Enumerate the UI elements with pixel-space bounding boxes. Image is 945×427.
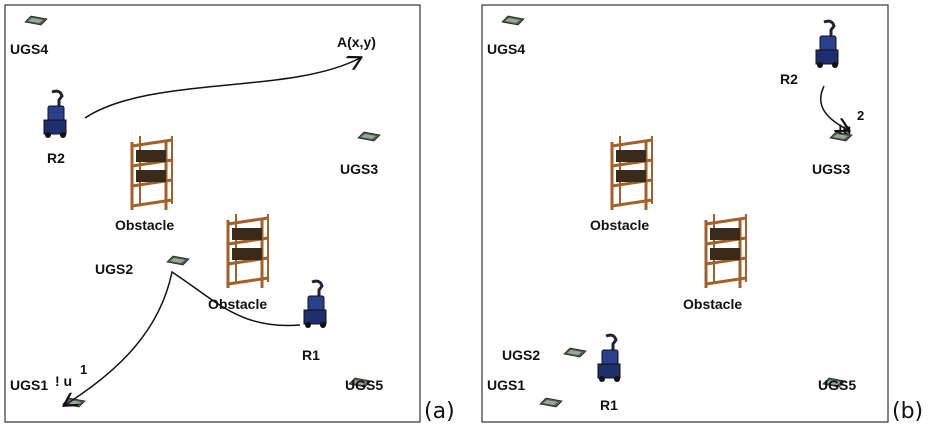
obstacle-label: Obstacle (115, 217, 174, 233)
path-arrow (65, 270, 301, 405)
sensor-label: UGS5 (345, 377, 383, 393)
obstacle-label: Obstacle (208, 296, 267, 312)
sensor-label: UGS2 (502, 347, 540, 363)
caption: (a) (424, 399, 455, 424)
velocity-symbol: !u (838, 121, 851, 137)
sensor-label: UGS3 (340, 161, 378, 177)
sensor-label: UGS4 (10, 41, 48, 57)
sensor-label: UGS1 (10, 377, 48, 393)
path-arrow (84, 58, 360, 119)
obstacle-label: Obstacle (683, 296, 742, 312)
path-arrow (819, 85, 848, 130)
sensor-label: UGS4 (487, 41, 525, 57)
robot-label: R2 (780, 71, 798, 87)
target-label: A(x,y) (337, 34, 376, 50)
obstacle-label: Obstacle (590, 217, 649, 233)
velocity-index: 1 (80, 362, 87, 377)
sensor-label: UGS2 (95, 261, 133, 277)
sensor-label: UGS5 (818, 377, 856, 393)
sensor-label: UGS1 (487, 377, 525, 393)
robot-label: R2 (47, 150, 65, 166)
sensor-label: UGS3 (812, 161, 850, 177)
panel-frame (481, 4, 889, 423)
robot-label: R1 (302, 347, 320, 363)
velocity-index: 2 (857, 108, 864, 123)
robot-label: R1 (600, 397, 618, 413)
velocity-symbol: ! u (55, 373, 72, 389)
panel-frame (4, 4, 421, 423)
caption: (b) (892, 399, 923, 424)
